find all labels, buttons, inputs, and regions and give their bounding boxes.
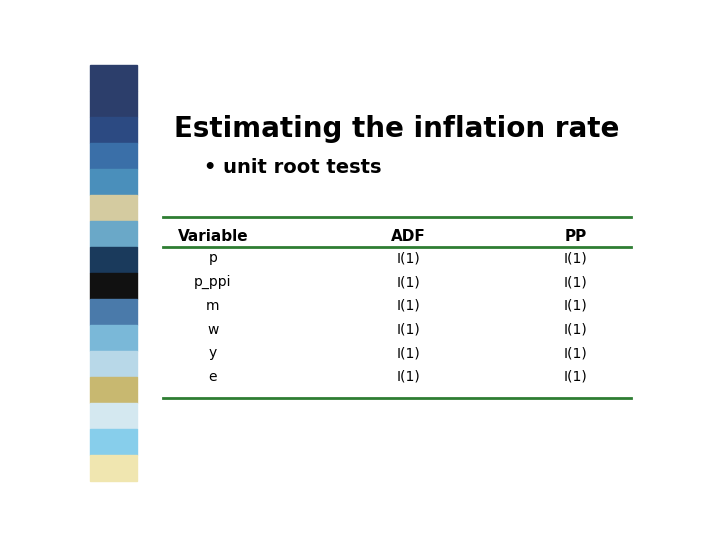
Text: I(1): I(1)	[396, 346, 420, 360]
Bar	[90, 350, 138, 377]
Text: I(1): I(1)	[564, 299, 588, 313]
Bar	[90, 117, 138, 143]
Text: w: w	[207, 322, 218, 336]
Bar	[90, 429, 138, 455]
Bar	[90, 403, 138, 429]
Bar	[90, 168, 138, 195]
Bar	[90, 299, 138, 325]
Text: I(1): I(1)	[564, 322, 588, 336]
Bar	[90, 377, 138, 403]
Text: I(1): I(1)	[564, 346, 588, 360]
Text: I(1): I(1)	[396, 322, 420, 336]
Text: Variable: Variable	[177, 229, 248, 244]
Bar	[90, 65, 138, 91]
Text: Estimating the inflation rate: Estimating the inflation rate	[174, 114, 619, 143]
Text: I(1): I(1)	[396, 275, 420, 289]
Bar	[90, 273, 138, 299]
Text: p_ppi: p_ppi	[194, 275, 232, 289]
Text: I(1): I(1)	[564, 252, 588, 266]
Text: I(1): I(1)	[396, 252, 420, 266]
Text: m: m	[206, 299, 220, 313]
Text: y: y	[209, 346, 217, 360]
Bar	[90, 91, 138, 117]
Bar	[90, 195, 138, 221]
Text: PP: PP	[564, 229, 587, 244]
Text: ADF: ADF	[391, 229, 426, 244]
Bar	[90, 325, 138, 350]
Bar	[90, 247, 138, 273]
Text: I(1): I(1)	[396, 370, 420, 384]
Bar	[90, 221, 138, 247]
Bar	[90, 143, 138, 168]
Text: e: e	[209, 370, 217, 384]
Text: I(1): I(1)	[564, 275, 588, 289]
Text: • unit root tests: • unit root tests	[204, 158, 382, 177]
Text: p: p	[208, 252, 217, 266]
Text: I(1): I(1)	[564, 370, 588, 384]
Text: I(1): I(1)	[396, 299, 420, 313]
Bar	[90, 455, 138, 481]
